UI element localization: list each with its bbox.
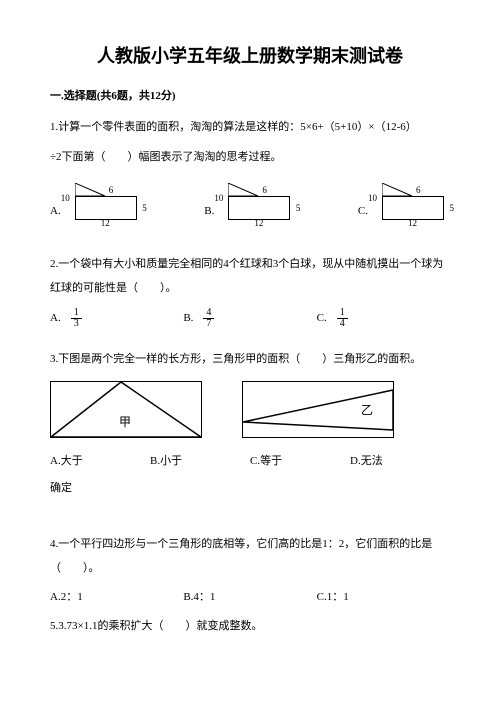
q1-figB: 6 10 5 12 xyxy=(218,184,296,230)
q2-text: 2.一个袋中有大小和质量完全相同的4个红球和3个白球，现从中随机摸出一个球为红球… xyxy=(50,252,450,300)
q2-optA: A. 13 xyxy=(50,308,183,329)
figA-l5: 5 xyxy=(142,200,147,216)
figB-l12: 12 xyxy=(254,215,263,231)
q4-text: 4.一个平行四边形与一个三角形的底相等，它们高的比是1：2，它们面积的比是（ ）… xyxy=(50,532,450,580)
q1-optB: B. 6 10 5 12 xyxy=(204,184,296,230)
q3-optC: C.等于 xyxy=(250,452,350,472)
q4-options: A.2：1 B.4：1 C.1：1 xyxy=(50,588,450,608)
q2-optB-label: B. xyxy=(183,309,193,329)
q1-line2: ÷2下面第（ ）幅图表示了淘淘的思考过程。 xyxy=(50,145,450,169)
q4-optA: A.2：1 xyxy=(50,588,183,608)
figA-l6: 6 xyxy=(109,182,114,198)
q2-fracB: 47 xyxy=(203,308,214,329)
q1-figA: 6 10 5 12 xyxy=(65,184,143,230)
q1-optC-label: C. xyxy=(358,202,368,230)
q2-optC-label: C. xyxy=(317,309,327,329)
q1-optB-label: B. xyxy=(204,202,214,230)
figC-l10: 10 xyxy=(368,190,377,206)
q3-optD-line2: 确定 xyxy=(50,476,450,500)
q1-figC: 6 10 5 12 xyxy=(372,184,450,230)
q3-jia-label: 甲 xyxy=(119,412,131,434)
q3-optD: D.无法 xyxy=(350,452,450,472)
q3-options: A.大于 B.小于 C.等于 D.无法 xyxy=(50,452,450,472)
q2-optB: B. 47 xyxy=(183,308,316,329)
q2-fracC: 14 xyxy=(337,308,348,329)
figB-l5: 5 xyxy=(296,200,301,216)
q2-fracA: 13 xyxy=(71,308,82,329)
q1-line1: 1.计算一个零件表面的面积，淘淘的算法是这样的：5×6+（5+10）×（12-6… xyxy=(50,115,450,139)
q3-text: 3.下图是两个完全一样的长方形，三角形甲的面积（ ）三角形乙的面积。 xyxy=(50,347,450,371)
q5-text: 5.3.73×1.1的乘积扩大（ ）就变成整数。 xyxy=(50,614,450,638)
q3-figures: 甲 乙 xyxy=(50,381,450,438)
q1-figures: A. 6 10 5 12 B. xyxy=(50,184,450,230)
figB-l6: 6 xyxy=(262,182,267,198)
exam-page: 人教版小学五年级上册数学期末测试卷 一.选择题(共6题，共12分) 1.计算一个… xyxy=(0,0,500,664)
q3-optA: A.大于 xyxy=(50,452,150,472)
q2-optC: C. 14 xyxy=(317,308,450,329)
figB-l10: 10 xyxy=(214,190,223,206)
figC-l5: 5 xyxy=(449,200,454,216)
q1-optA: A. 6 10 5 12 xyxy=(50,184,143,230)
section-heading: 一.选择题(共6题，共12分) xyxy=(50,87,450,107)
q3-optB: B.小于 xyxy=(150,452,250,472)
q1-optC: C. 6 10 5 12 xyxy=(358,184,450,230)
q3-box-jia: 甲 xyxy=(50,381,202,438)
figA-l10: 10 xyxy=(61,190,70,206)
q2-options: A. 13 B. 47 C. 14 xyxy=(50,308,450,329)
q4-optC: C.1：1 xyxy=(317,588,450,608)
q2-optA-label: A. xyxy=(50,309,61,329)
figC-l12: 12 xyxy=(408,215,417,231)
q3-yi-label: 乙 xyxy=(361,400,373,422)
q1-optA-label: A. xyxy=(50,202,61,230)
page-title: 人教版小学五年级上册数学期末测试卷 xyxy=(50,40,450,72)
figC-l6: 6 xyxy=(416,182,421,198)
q4-optB: B.4：1 xyxy=(183,588,316,608)
figA-l12: 12 xyxy=(101,215,110,231)
q3-box-yi: 乙 xyxy=(242,381,394,438)
